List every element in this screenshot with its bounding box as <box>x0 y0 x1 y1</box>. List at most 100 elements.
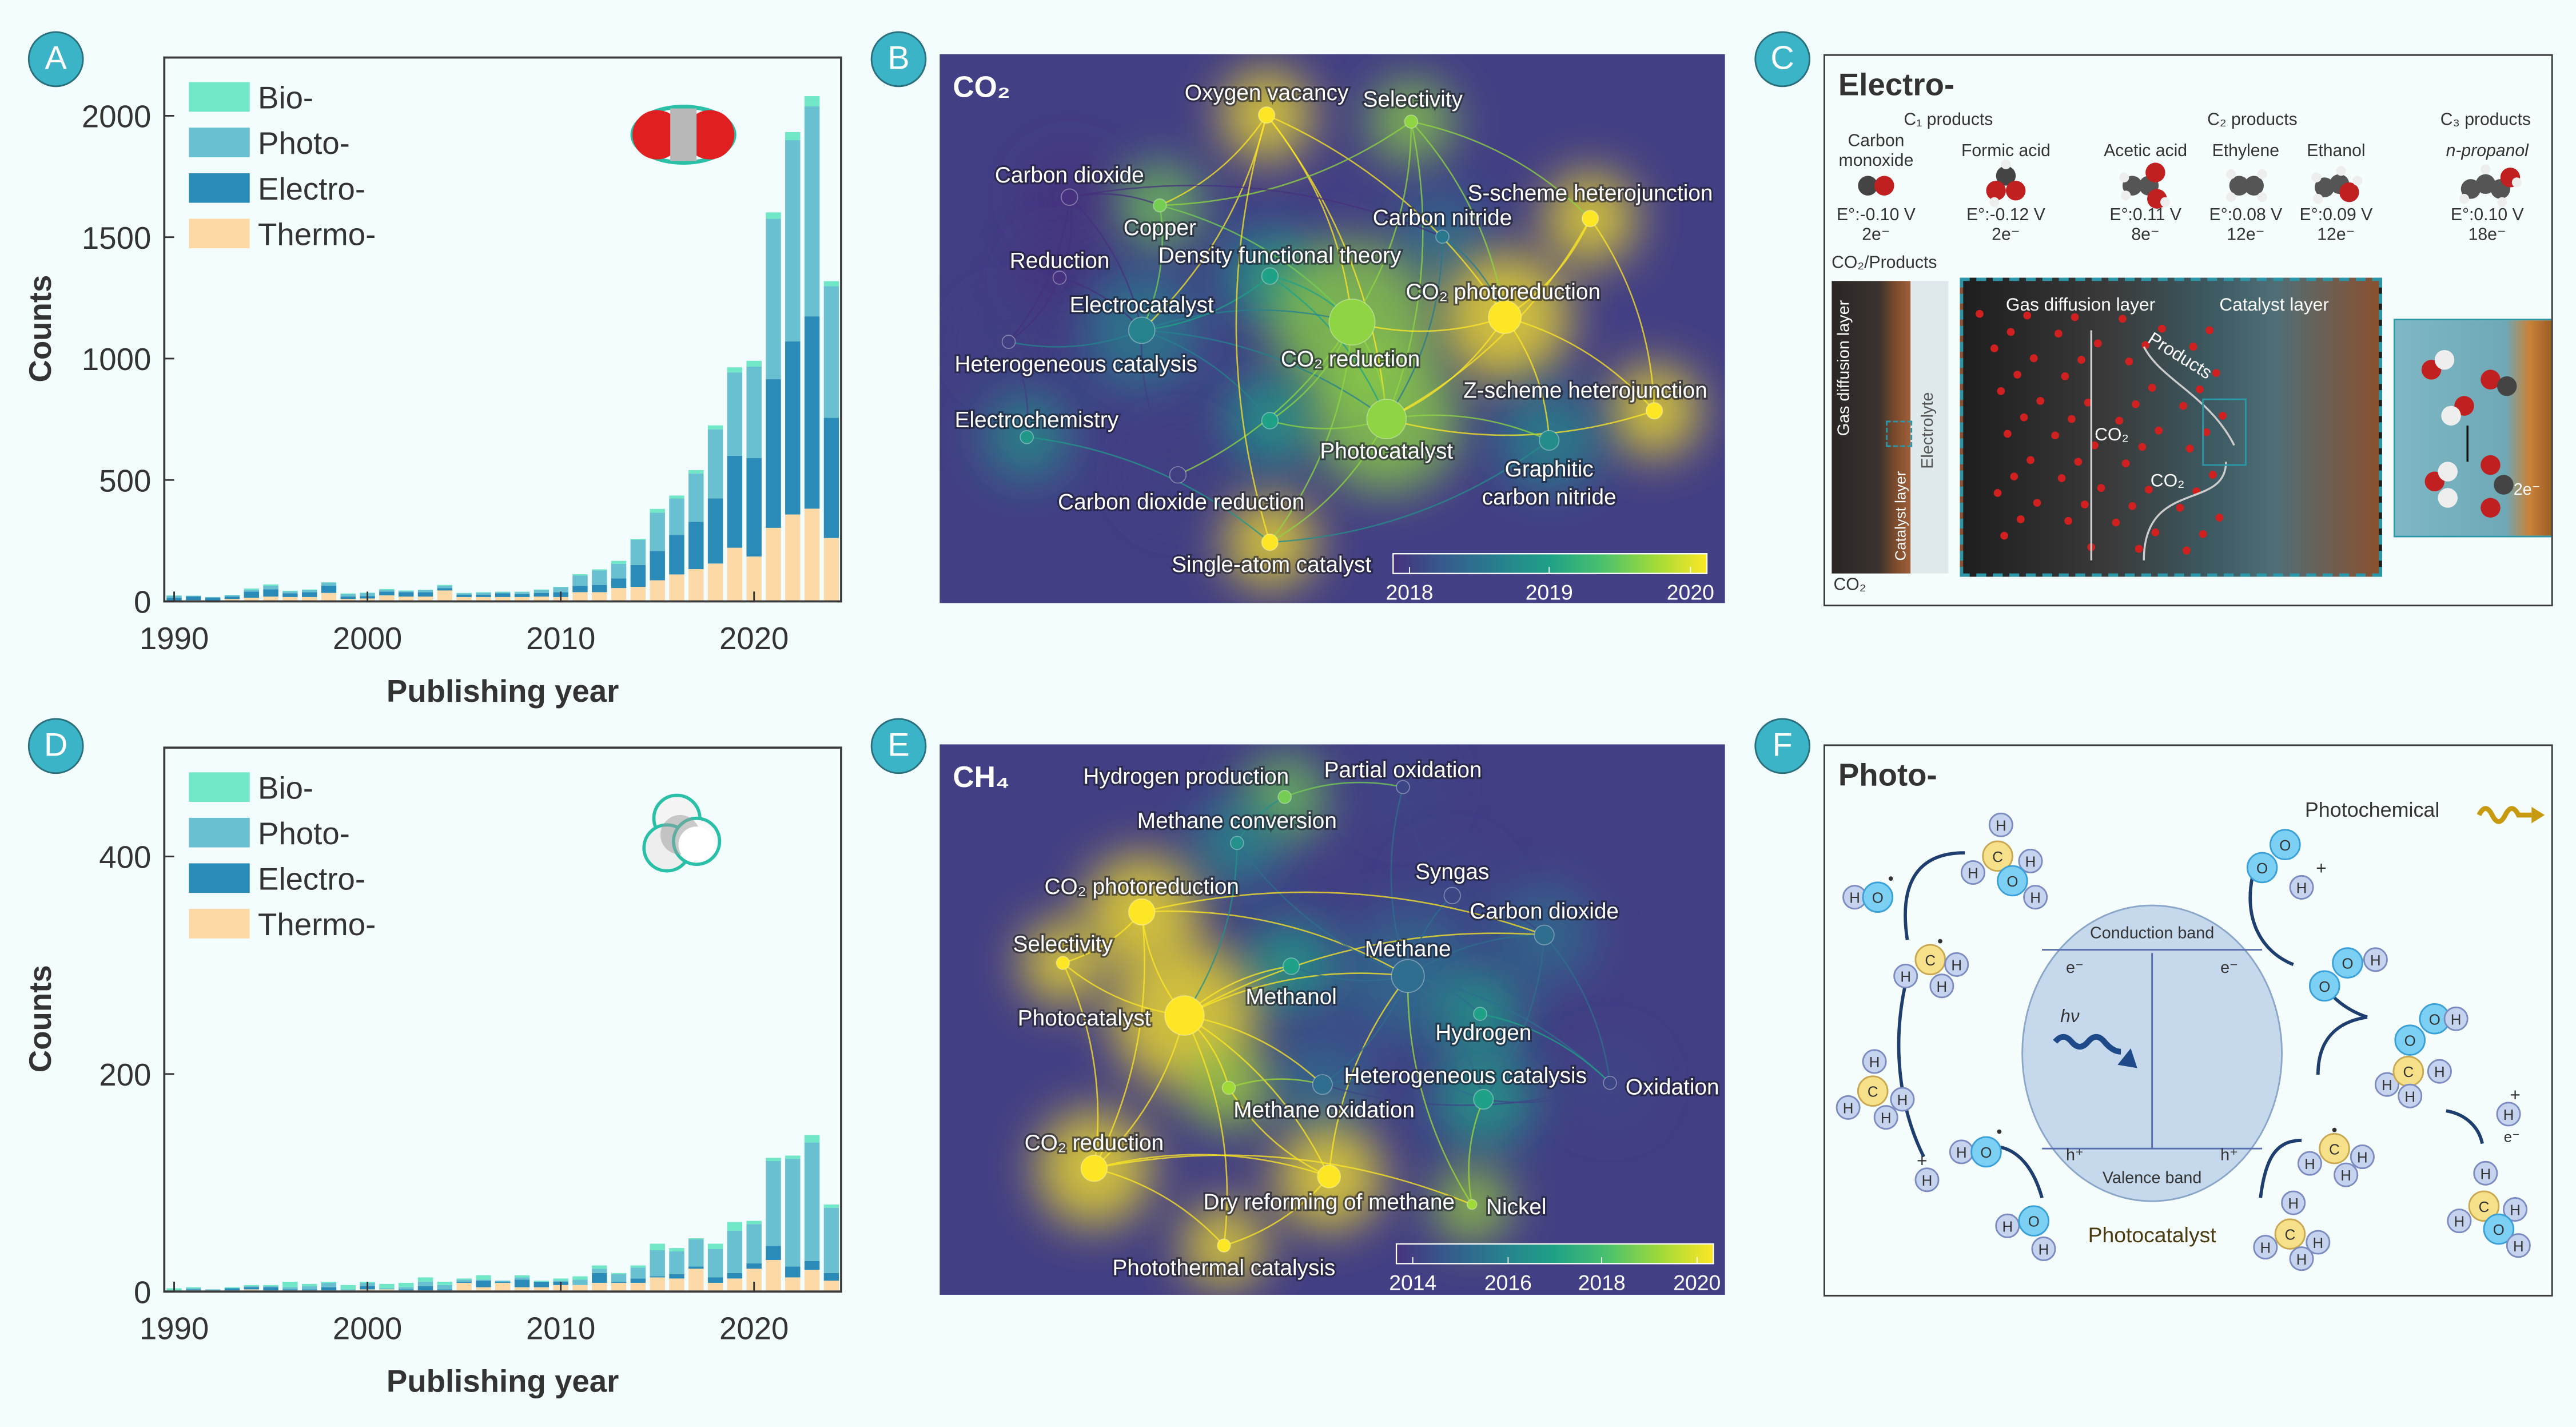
atom-label: O <box>2256 861 2268 877</box>
atom-o <box>1970 1136 2002 1168</box>
co2-molecule-dot <box>2097 484 2105 492</box>
legend-label-electro: Electro- <box>258 861 365 896</box>
atom-h <box>2443 1006 2468 1031</box>
node-label: Nickel <box>1486 1195 1547 1219</box>
atom-h <box>2018 848 2043 873</box>
product-name: Ethanol <box>2307 141 2366 161</box>
network-link <box>1140 330 1179 475</box>
co2-molecule-dot <box>2064 516 2073 525</box>
bar-photo-2014 <box>630 1267 646 1279</box>
atom-c <box>2319 1132 2350 1164</box>
bar-bio-2018 <box>707 425 723 430</box>
network-link <box>1058 197 1073 279</box>
bar-bio-2013 <box>611 561 627 564</box>
reaction-arrow <box>1897 975 1925 1158</box>
atom-label: H <box>2370 953 2381 969</box>
legend-swatch-electro <box>189 863 250 893</box>
co2-molecule-dot <box>2155 426 2163 435</box>
node-label: Carbon dioxide <box>1470 899 1619 924</box>
node-oxygen-vacancy <box>1257 106 1276 124</box>
panel-label-e: E <box>870 718 927 774</box>
atom-label: H <box>1922 1173 1933 1189</box>
node-unlabeled <box>1261 412 1279 430</box>
x-tick-label: 2010 <box>526 1311 595 1346</box>
atom-h <box>2447 1209 2472 1234</box>
network-link <box>1385 121 1424 420</box>
node-label: Hydrogen <box>1435 1021 1531 1046</box>
reaction-arrow <box>2446 1109 2484 1144</box>
bar-photo-2017 <box>688 1239 704 1267</box>
legend-swatch-electro <box>189 173 250 203</box>
reaction-arrow <box>1904 851 1965 940</box>
network-link <box>1322 1082 1610 1106</box>
bar-thermo-2007 <box>495 1282 511 1292</box>
bar-electro-1996 <box>282 1289 298 1291</box>
electro-panel: Electro- C₁ products C₂ products C₃ prod… <box>1823 54 2553 607</box>
atom-c <box>1857 1075 1889 1107</box>
bar-photo-2017 <box>688 473 704 522</box>
bar-thermo-2011 <box>572 1285 588 1292</box>
node-label: carbon nitride <box>1482 485 1617 510</box>
co2-molecule-dot <box>2061 372 2069 380</box>
bar-chart-ch4: 0 200 400 1990 2000 2010 2020 Publishing year Co… <box>23 746 842 1398</box>
photochemical-wave-arrow-icon <box>2477 806 2532 824</box>
atom-h <box>2334 1162 2359 1187</box>
bar-bio-2003 <box>417 1277 433 1282</box>
atom-label: H <box>2038 1242 2049 1258</box>
bar-photo-2013 <box>611 1274 627 1282</box>
bar-thermo-2022 <box>785 1277 801 1292</box>
bar-photo-2008 <box>514 1277 530 1280</box>
atom-label: H <box>2357 1150 2368 1166</box>
atom-label: H <box>2030 891 2041 907</box>
atom-o <box>2332 947 2363 979</box>
atom-o <box>2246 852 2278 884</box>
bar-thermo-1994 <box>244 598 259 602</box>
co2-molecule-dot <box>2071 313 2079 321</box>
bar-electro-2007 <box>495 593 511 597</box>
bar-photo-2011 <box>572 1279 588 1285</box>
network-link <box>1483 1082 1611 1103</box>
node-label: Methanol <box>1245 984 1336 1009</box>
atom-label: H <box>2481 1166 2491 1182</box>
bar-photo-2014 <box>630 539 646 565</box>
y-tick-label: 1000 <box>82 342 151 377</box>
panel-label-c: C <box>1754 31 1811 88</box>
network-title: CO₂ <box>953 70 1010 104</box>
co2-molecule-dot <box>2051 431 2060 440</box>
bar-electro-2008 <box>514 1279 530 1287</box>
node-label: Methane <box>1365 937 1451 961</box>
bar-electro-1997 <box>301 592 317 597</box>
colorbar-tick-label: 2014 <box>1389 1270 1436 1294</box>
bar-bio-2016 <box>669 495 684 499</box>
co2-molecule-dot <box>2013 371 2021 379</box>
node-methanol <box>1282 957 1300 975</box>
node-label: Reduction <box>1010 248 1110 273</box>
atom-label: H <box>1849 891 1860 907</box>
render-co2-label-b: CO₂ <box>2150 471 2185 492</box>
bar-thermo-2019 <box>727 1278 743 1292</box>
node-selectivity <box>1404 114 1419 129</box>
node-label: Carbon nitride <box>1373 206 1512 230</box>
bar-bio-2012 <box>592 1265 607 1269</box>
network-link <box>1184 1015 1228 1246</box>
bar-bio-2006 <box>476 592 491 593</box>
bar-electro-1998 <box>321 1287 337 1291</box>
network-link <box>1094 1167 1225 1246</box>
bar-bio-1996 <box>282 1282 298 1287</box>
atom-label: O <box>1980 1145 1992 1161</box>
bar-thermo-1999 <box>340 599 356 602</box>
atom-h <box>1836 1095 1861 1120</box>
bar-bio-2009 <box>533 1281 550 1282</box>
co2-molecule-dot <box>2029 354 2038 363</box>
atom-label: H <box>2312 1235 2323 1251</box>
photo-title: Photo- <box>1838 759 1937 794</box>
bar-thermo-2019 <box>727 547 743 602</box>
atom-c <box>2274 1218 2306 1250</box>
molecule-icon <box>2225 169 2267 202</box>
node-carbon-dioxide <box>1061 188 1078 206</box>
bar-photo-2005 <box>456 1279 472 1282</box>
render-gdl-label: Gas diffusion layer <box>2005 296 2156 316</box>
bar-photo-2001 <box>379 590 395 592</box>
co2-molecule-dot <box>2125 357 2133 365</box>
bar-electro-2015 <box>650 1276 665 1278</box>
